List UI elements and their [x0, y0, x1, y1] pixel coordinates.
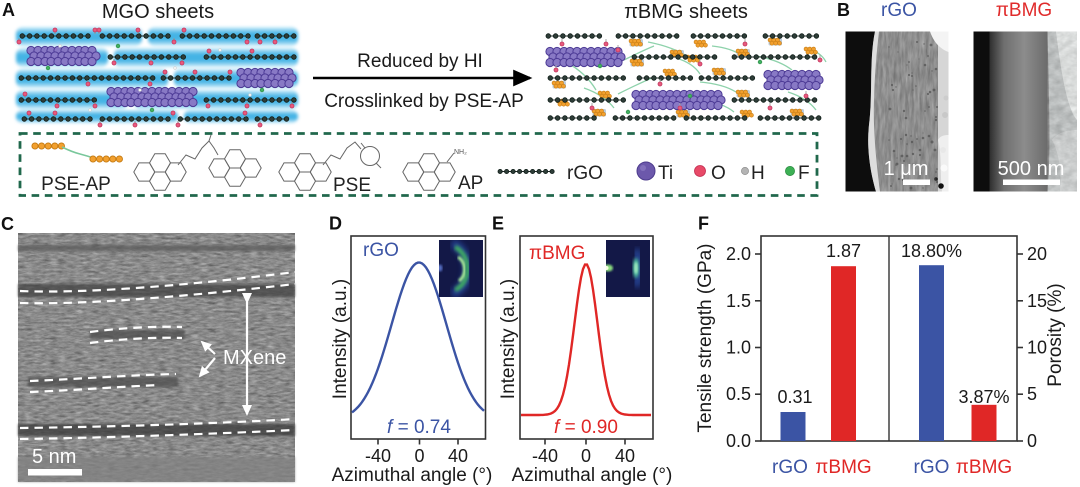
svg-text:20: 20: [1027, 244, 1047, 264]
svg-text:1.87: 1.87: [826, 241, 861, 261]
svg-text:0.5: 0.5: [726, 384, 751, 404]
svg-text:F: F: [798, 163, 810, 184]
svg-text:Azimuthal angle (°): Azimuthal angle (°): [332, 465, 493, 486]
svg-text:18.80%: 18.80%: [901, 241, 962, 261]
svg-text:5: 5: [1027, 384, 1037, 404]
svg-text:40: 40: [615, 446, 635, 466]
svg-text:rGO: rGO: [772, 457, 808, 478]
svg-text:Azimuthal angle (°): Azimuthal angle (°): [512, 465, 673, 486]
svg-text:f = 0.90: f = 0.90: [554, 417, 618, 438]
svg-text:Ti: Ti: [658, 163, 673, 184]
svg-text:πBMG sheets: πBMG sheets: [624, 1, 748, 23]
svg-text:rGO: rGO: [881, 0, 917, 21]
svg-text:B: B: [837, 0, 850, 20]
svg-text:πBMG: πBMG: [956, 457, 1012, 478]
svg-text:AP: AP: [458, 173, 483, 194]
svg-text:f = 0.74: f = 0.74: [387, 417, 451, 438]
svg-text:3.87%: 3.87%: [958, 387, 1009, 407]
svg-text:Intensity (a.u.): Intensity (a.u.): [498, 279, 519, 399]
svg-text:2.0: 2.0: [726, 244, 751, 264]
svg-text:PSE-AP: PSE-AP: [41, 174, 111, 195]
svg-text:1 μm: 1 μm: [884, 158, 929, 180]
svg-text:rGO: rGO: [567, 163, 603, 184]
svg-text:C: C: [1, 214, 14, 234]
svg-text:πBMG: πBMG: [996, 0, 1052, 21]
svg-text:Tensile strength (GPa): Tensile strength (GPa): [695, 243, 716, 432]
svg-text:5 nm: 5 nm: [32, 446, 76, 468]
svg-text:-40: -40: [532, 446, 558, 466]
svg-text:Porosity (%): Porosity (%): [1045, 283, 1066, 386]
svg-text:0.31: 0.31: [777, 387, 812, 407]
svg-text:10: 10: [1027, 338, 1047, 358]
svg-text:PSE: PSE: [333, 175, 371, 196]
svg-text:rGO: rGO: [914, 457, 950, 478]
svg-text:-40: -40: [365, 446, 391, 466]
svg-text:F: F: [698, 214, 709, 234]
svg-text:0.0: 0.0: [726, 431, 751, 451]
svg-text:O: O: [711, 163, 726, 184]
svg-text:500 nm: 500 nm: [998, 158, 1065, 180]
svg-text:Reduced by HI: Reduced by HI: [357, 51, 483, 72]
svg-text:1.5: 1.5: [726, 291, 751, 311]
svg-text:MXene: MXene: [223, 347, 286, 369]
svg-text:A: A: [2, 0, 15, 20]
svg-text:NH₂: NH₂: [454, 149, 467, 156]
svg-text:D: D: [329, 214, 342, 234]
svg-text:15: 15: [1027, 291, 1047, 311]
svg-text:Intensity (a.u.): Intensity (a.u.): [330, 279, 351, 399]
svg-text:1.0: 1.0: [726, 338, 751, 358]
svg-text:πBMG: πBMG: [815, 457, 871, 478]
svg-text:40: 40: [448, 446, 468, 466]
svg-text:rGO: rGO: [363, 240, 399, 261]
svg-text:MGO sheets: MGO sheets: [102, 1, 214, 23]
svg-text:H: H: [751, 163, 765, 184]
svg-text:0: 0: [414, 446, 424, 466]
svg-text:0: 0: [1027, 431, 1037, 451]
svg-text:πBMG: πBMG: [529, 243, 585, 264]
svg-text:Crosslinked by PSE-AP: Crosslinked by PSE-AP: [324, 91, 524, 112]
svg-text:E: E: [492, 214, 504, 234]
svg-text:0: 0: [581, 446, 591, 466]
